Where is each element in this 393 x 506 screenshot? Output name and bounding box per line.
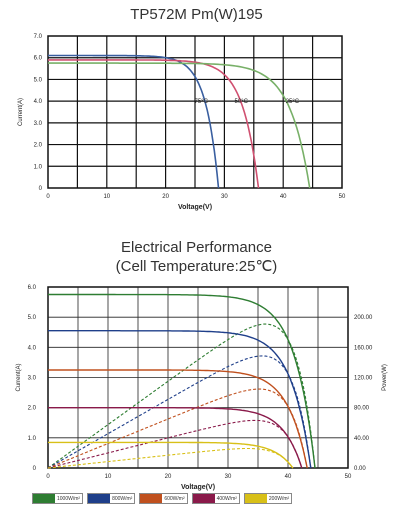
chart2-x-tick-label: 50: [345, 474, 352, 480]
chart2-power-line: [47, 447, 294, 469]
chart1-title: TP572M Pm(W)195: [130, 6, 263, 23]
chart1-y-axis-label: Current(A): [18, 98, 24, 126]
chart2-y-tick-label: 4.0: [28, 345, 37, 351]
chart2-y2-tick-label: 160.00: [354, 345, 373, 351]
chart2-x-tick-label: 10: [105, 474, 112, 480]
chart2-y2-tick-label: 0.00: [354, 466, 366, 472]
chart1-y-tick-label: 6.0: [34, 56, 43, 62]
chart1-series-line: [48, 62, 311, 189]
chart2-legend-item: 600W/m²: [139, 493, 188, 504]
chart2-legend-swatch: [88, 494, 111, 503]
chart2-legend-swatch: [192, 494, 215, 503]
chart2-y-tick-label: 6.0: [28, 285, 37, 291]
chart2-y-tick-label: 2.0: [28, 406, 37, 412]
chart2-legend-item: 400W/m²: [191, 493, 240, 504]
chart2-legend-label: 200W/m²: [268, 495, 290, 502]
chart1-curve-label: 50°C: [235, 99, 249, 105]
chart2-y-tick-label: 3.0: [28, 376, 37, 382]
chart2-y-tick-label: 5.0: [28, 315, 37, 321]
chart2-x-tick-label: 0: [46, 474, 50, 480]
chart2-iv-line: [48, 369, 308, 469]
chart1-y-tick-label: 4.0: [34, 99, 43, 105]
chart1-y-tick-label: 5.0: [34, 77, 43, 83]
chart2-legend-swatch: [244, 494, 267, 503]
chart1-x-tick-label: 30: [221, 194, 228, 200]
chart1-y-tick-label: 1.0: [34, 164, 43, 170]
chart2-iv-line: [48, 293, 316, 469]
chart2-title: Electrical Performance: [121, 239, 272, 256]
chart2-iv-line: [48, 330, 312, 469]
chart2-legend-swatch: [33, 494, 55, 503]
chart2-y2-axis-label: Power(W): [382, 364, 388, 391]
chart2-legend-item: 200W/m²: [243, 493, 293, 504]
chart1-y-tick-label: 3.0: [34, 121, 43, 127]
chart2-x-tick-label: 30: [225, 474, 232, 480]
chart2-y-axis-label: Current(A): [16, 363, 22, 391]
chart2-legend-item: 800W/m²: [87, 493, 136, 504]
chart2-iv-line: [48, 407, 303, 469]
chart2-y-tick-label: 0: [33, 466, 37, 472]
chart1-series-line: [48, 59, 260, 189]
chart2-power-line: [47, 323, 316, 469]
chart1-curve-label: 75°C: [195, 99, 209, 105]
chart1-x-tick-label: 50: [339, 194, 346, 200]
chart1-y-tick-label: 0: [39, 186, 43, 192]
chart2-legend-label: 400W/m²: [216, 495, 237, 502]
chart1-x-tick-label: 20: [162, 194, 169, 200]
chart1-y-tick-label: 2.0: [34, 143, 43, 149]
chart1-x-tick-label: 0: [46, 194, 50, 200]
chart1-y-tick-label: 7.0: [34, 34, 43, 40]
chart2-legend-label: 600W/m²: [164, 495, 185, 502]
chart1-x-axis-label: Voltage(V): [178, 204, 212, 211]
chart2-x-axis-label: Voltage(V): [181, 484, 215, 491]
chart2-power-line: [47, 388, 308, 469]
chart2-y2-tick-label: 200.00: [354, 315, 373, 321]
chart2-iv-line: [48, 441, 294, 469]
chart1-x-tick-label: 40: [280, 194, 287, 200]
chart1-series-line: [48, 54, 220, 189]
chart2-power-line: [47, 419, 303, 469]
chart2-legend-item: 1000W/m²: [32, 493, 84, 504]
chart2-subtitle: (Cell Temperature:25℃): [115, 258, 278, 275]
chart2-y2-tick-label: 120.00: [354, 376, 373, 382]
chart1-x-tick-label: 10: [103, 194, 110, 200]
chart2-y-tick-label: 1.0: [28, 436, 37, 442]
chart2-y2-tick-label: 80.00: [354, 406, 370, 412]
chart2-legend-label: 1000W/m²: [57, 495, 81, 502]
chart2-x-tick-label: 20: [165, 474, 172, 480]
chart2-legend-label: 800W/m²: [112, 495, 133, 502]
chart2-legend-swatch: [140, 494, 163, 503]
chart1-curve-label: 25°C: [286, 99, 300, 105]
chart2-x-tick-label: 40: [285, 474, 292, 480]
chart2-legend: 1000W/m² 800W/m² 600W/m² 400W/m² 200W/m²: [32, 493, 293, 505]
chart2-y2-tick-label: 40.00: [354, 436, 370, 442]
